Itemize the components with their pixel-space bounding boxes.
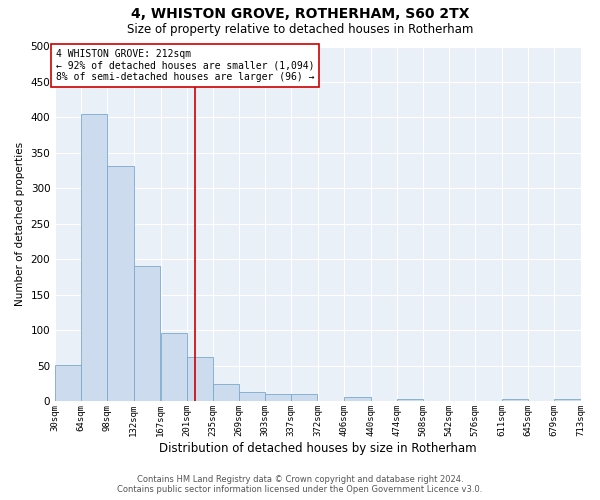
Text: 4, WHISTON GROVE, ROTHERHAM, S60 2TX: 4, WHISTON GROVE, ROTHERHAM, S60 2TX (131, 8, 469, 22)
Bar (344, 397, 371, 402)
X-axis label: Distribution of detached houses by size in Rotherham: Distribution of detached houses by size … (159, 442, 476, 455)
Bar (291, 394, 317, 402)
Bar (213, 384, 239, 402)
Bar (134, 266, 160, 402)
Bar (107, 166, 134, 402)
Bar (161, 332, 187, 402)
Bar (187, 356, 213, 402)
Bar (82, 114, 107, 402)
Bar (554, 398, 581, 402)
Bar (502, 398, 528, 402)
Y-axis label: Number of detached properties: Number of detached properties (15, 142, 25, 306)
Bar (239, 392, 265, 402)
Text: 4 WHISTON GROVE: 212sqm
← 92% of detached houses are smaller (1,094)
8% of semi-: 4 WHISTON GROVE: 212sqm ← 92% of detache… (56, 48, 314, 82)
Bar (265, 394, 291, 402)
Bar (397, 398, 423, 402)
Text: Contains HM Land Registry data © Crown copyright and database right 2024.
Contai: Contains HM Land Registry data © Crown c… (118, 474, 482, 494)
Bar (55, 364, 82, 402)
Text: Size of property relative to detached houses in Rotherham: Size of property relative to detached ho… (127, 22, 473, 36)
